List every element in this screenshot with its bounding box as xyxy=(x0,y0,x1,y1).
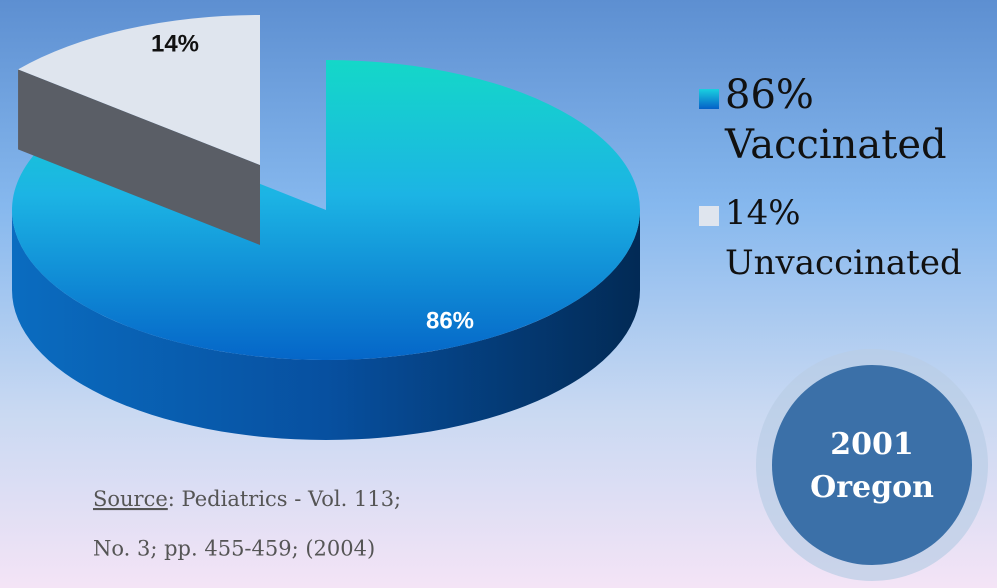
pie: 86% 14% xyxy=(11,15,641,440)
badge-year: 2001 xyxy=(830,427,914,462)
legend: 86%Vaccinated 14% Unvaccinated xyxy=(699,72,962,283)
legend-label: Vaccinated xyxy=(724,122,947,168)
legend-label: Unvaccinated xyxy=(725,243,962,283)
source-line: : Pediatrics - Vol. 113; xyxy=(168,487,401,511)
source: Source: Pediatrics - Vol. 113; xyxy=(93,487,401,511)
legend-swatch xyxy=(699,206,719,226)
slice-side xyxy=(12,210,640,440)
data-label: 86% xyxy=(426,307,474,334)
source-line: No. 3; pp. 455-459; (2004) xyxy=(93,537,375,561)
source-label: Source xyxy=(93,487,168,511)
legend-value: 14% xyxy=(725,193,801,233)
slice-wall xyxy=(18,69,261,245)
data-label: 14% xyxy=(151,30,199,57)
badge-place: Oregon xyxy=(810,470,934,505)
legend-value: 86% xyxy=(725,72,814,118)
legend-swatch xyxy=(699,89,719,109)
badge xyxy=(772,365,972,565)
slice xyxy=(11,60,641,360)
slice xyxy=(18,15,261,165)
